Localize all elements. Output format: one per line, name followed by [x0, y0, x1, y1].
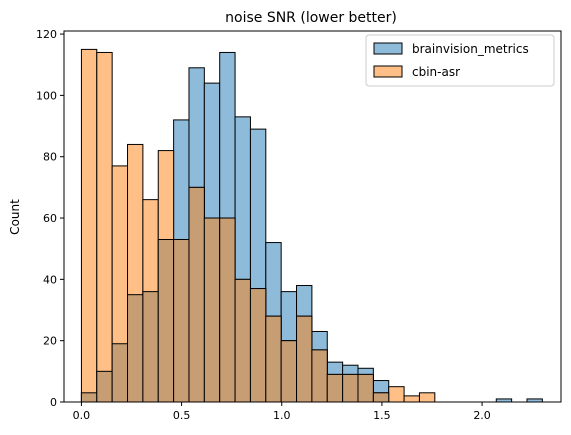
y-tick-label-0: 0 — [50, 396, 57, 409]
x-tick-label-0: 0.0 — [73, 409, 91, 422]
bar-overlap-13 — [280, 340, 298, 403]
bar-overlap-18 — [357, 373, 374, 403]
bar-cbin-asr-21 — [403, 395, 420, 403]
y-tick-label-1: 20 — [43, 335, 57, 348]
legend-label-cbin-asr: cbin-asr — [412, 65, 460, 79]
plot-frame — [63, 30, 562, 403]
bars-layer — [80, 48, 543, 403]
legend-label-brainvision-metrics: brainvision_metrics — [412, 42, 529, 56]
x-tick-label-4: 2.0 — [473, 409, 491, 422]
y-tick-label-5: 100 — [36, 89, 57, 102]
y-tick-label-4: 80 — [43, 151, 57, 164]
bar-overlap-8 — [203, 217, 221, 403]
x-tick-label-2: 1.0 — [273, 409, 291, 422]
bar-overlap-12 — [265, 315, 282, 403]
bar-overlap-16 — [326, 373, 344, 403]
bar-overlap-4 — [142, 291, 159, 403]
legend-swatch-cbin-asr — [373, 65, 403, 78]
chart-title: noise SNR (lower better) — [225, 10, 397, 26]
legend-frame — [365, 34, 555, 87]
bar-cbin-asr-20 — [388, 386, 405, 403]
bar-overlap-19 — [372, 392, 390, 403]
y-tick-label-6: 120 — [36, 28, 57, 41]
axes-layer: 0.0 0.5 1.0 1.5 2.0 0 20 40 60 80 100 120 — [36, 28, 562, 422]
bar-overlap-1 — [96, 370, 113, 403]
y-tick-label-2: 40 — [43, 273, 57, 286]
bar-cbin-asr-0 — [80, 48, 98, 403]
legend: brainvision_metrics cbin-asr — [365, 34, 555, 87]
bar-cbin-asr-22 — [418, 392, 436, 403]
bar-overlap-2 — [111, 343, 129, 403]
bar-overlap-9 — [219, 217, 236, 403]
bar-overlap-17 — [342, 373, 359, 403]
x-tick-label-3: 1.5 — [373, 409, 391, 422]
y-tick-label-3: 60 — [43, 212, 57, 225]
bar-cbin-asr-1 — [96, 51, 113, 403]
bar-overlap-14 — [296, 315, 313, 403]
bar-overlap-10 — [234, 278, 251, 403]
bar-overlap-0 — [80, 392, 98, 403]
y-axis-label: Count — [8, 199, 22, 235]
bar-overlap-5 — [157, 238, 175, 403]
bar-overlap-11 — [249, 288, 267, 403]
bar-overlap-7 — [188, 186, 205, 403]
x-tick-label-1: 0.5 — [173, 409, 191, 422]
bar-overlap-3 — [127, 294, 144, 403]
bar-overlap-6 — [173, 238, 190, 403]
legend-swatch-brainvision-metrics — [373, 42, 403, 55]
bar-overlap-15 — [311, 349, 328, 403]
